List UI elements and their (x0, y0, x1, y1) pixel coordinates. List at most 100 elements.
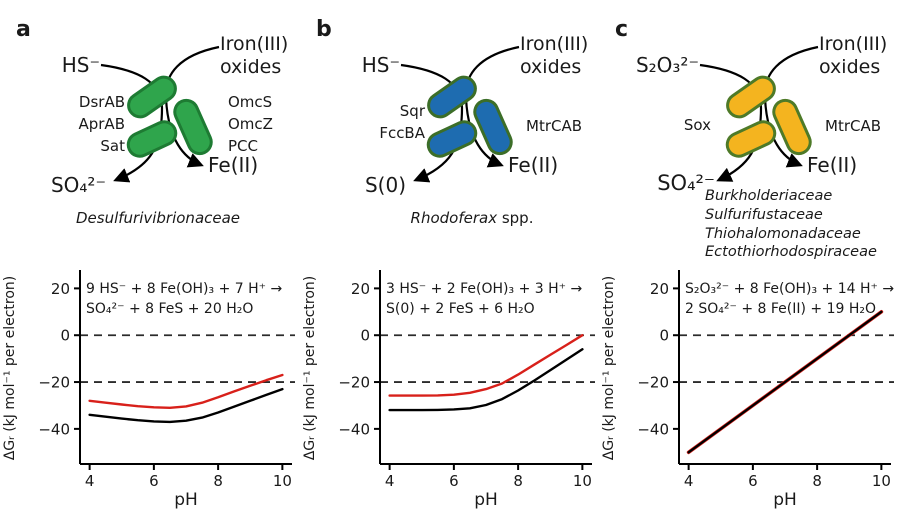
chart-c: 20 0 −20 −40 4 6 8 10 pH ΔGᵣ (kJ mol⁻¹ per electr… (599, 258, 898, 516)
product-iron-label: Fe(II) (807, 153, 857, 177)
bacterium-cell (725, 120, 777, 158)
cytochrome-label: PCC (228, 137, 258, 155)
y-axis-label: ΔGᵣ (kJ mol⁻¹ per electron) (2, 276, 18, 461)
y-tick-label: 20 (351, 280, 370, 298)
cytochrome-label: MtrCAB (825, 117, 881, 135)
y-tick-label: −20 (338, 374, 370, 392)
taxon-name: Desulfurivibrionaceae (76, 209, 240, 227)
substrate-label: S₂O₃²⁻ (636, 53, 699, 77)
bacterium-cell (173, 98, 213, 156)
thermodynamics-plot: 20 0 −20 −40 4 6 8 10 pH ΔGᵣ (kJ mol⁻¹ per electr… (601, 270, 894, 510)
enzyme-label: Sat (100, 137, 125, 155)
x-tick-label: 4 (385, 472, 395, 490)
y-tick-label: 0 (360, 327, 370, 345)
series-biotic-line (88, 387, 284, 424)
x-tick-label: 8 (812, 472, 822, 490)
iron-oxides-label: oxides (220, 56, 281, 78)
taxon-name: Rhodoferax spp. (411, 209, 534, 227)
product-sulfur-label: SO₄²⁻ (51, 173, 106, 197)
iron-oxides-label: oxides (520, 56, 581, 78)
panel-letter: c (615, 17, 628, 42)
y-tick-label: −40 (637, 420, 669, 438)
bacterium-cell (473, 98, 513, 156)
chart-a: 20 0 −20 −40 4 6 8 10 pH ΔGᵣ (kJ mol⁻¹ per electr… (0, 258, 299, 516)
bacterium-cell (426, 120, 478, 158)
series-biotic-line (388, 348, 584, 412)
reaction-equation: 3 HS⁻ + 2 Fe(OH)₃ + 3 H⁺ → (386, 281, 582, 297)
y-tick-label: 20 (650, 280, 669, 298)
y-tick-label: 0 (659, 327, 669, 345)
substrate-label: HS⁻ (62, 53, 100, 77)
taxon-name: Sulfurifustaceae (705, 207, 823, 223)
panel-a: a HS⁻ Iron(III) oxides DsrAB AprAB Sat O… (0, 0, 299, 516)
x-tick-label: 10 (573, 472, 592, 490)
x-axis-label: pH (773, 490, 797, 510)
y-tick-label: 20 (51, 280, 70, 298)
series-abiotic-line (388, 334, 584, 397)
panel-letter: b (316, 17, 332, 42)
cytochrome-label: MtrCAB (526, 117, 582, 135)
reaction-equation: 2 SO₄²⁻ + 8 Fe(II) + 19 H₂O (685, 301, 876, 317)
x-tick-label: 8 (213, 472, 223, 490)
taxon-name: Thiohalomonadaceae (705, 226, 861, 242)
enzyme-label: Sox (684, 116, 711, 134)
taxon-name: Ectothiorhodospiraceae (705, 244, 877, 260)
series-abiotic-line (88, 373, 284, 409)
chart-b: 20 0 −20 −40 4 6 8 10 pH ΔGᵣ (kJ mol⁻¹ per electr… (300, 258, 599, 516)
series-biotic-line (687, 310, 883, 454)
enzyme-label: FccBA (379, 124, 425, 142)
enzyme-label: Sqr (400, 102, 426, 120)
cell-diagram-c: c S₂O₃²⁻ Iron(III) oxides Sox MtrCAB SO₄… (615, 17, 887, 260)
iron-oxides-label: Iron(III) (819, 33, 887, 55)
cell-diagram-b: b HS⁻ Iron(III) oxides Sqr FccBA MtrCAB … (316, 17, 588, 227)
panel-c: c S₂O₃²⁻ Iron(III) oxides Sox MtrCAB SO₄… (599, 0, 898, 516)
substrate-label: HS⁻ (362, 53, 400, 77)
x-tick-label: 8 (513, 472, 523, 490)
y-tick-label: −40 (338, 420, 370, 438)
panel-b: b HS⁻ Iron(III) oxides Sqr FccBA MtrCAB … (300, 0, 599, 516)
product-iron-label: Fe(II) (508, 153, 558, 177)
y-tick-label: −40 (38, 420, 70, 438)
reaction-equation: 9 HS⁻ + 8 Fe(OH)₃ + 7 H⁺ → (86, 281, 282, 297)
iron-oxides-label: Iron(III) (220, 33, 288, 55)
x-axis-label: pH (474, 490, 498, 510)
enzyme-label: AprAB (78, 115, 125, 133)
y-axis-label: ΔGᵣ (kJ mol⁻¹ per electron) (601, 276, 617, 461)
bacterium-cell (127, 75, 177, 119)
iron-oxides-label: oxides (819, 56, 880, 78)
x-tick-label: 10 (872, 472, 891, 490)
y-tick-label: 0 (60, 327, 70, 345)
x-tick-label: 4 (85, 472, 95, 490)
taxon-name: Burkholderiaceae (705, 188, 832, 204)
product-sulfur-label: SO₄²⁻ (657, 171, 715, 195)
reaction-equation: S₂O₃²⁻ + 8 Fe(OH)₃ + 14 H⁺ → (685, 281, 894, 297)
bacterium-cell (772, 98, 812, 156)
bacterium-cell (726, 75, 776, 119)
reaction-equation: SO₄²⁻ + 8 FeS + 20 H₂O (86, 301, 253, 317)
cytochrome-label: OmcS (228, 93, 272, 111)
bacterium-cell (427, 75, 477, 119)
substrate-to-product-arrow (400, 63, 464, 183)
substrate-to-product-arrow (100, 63, 164, 183)
y-tick-label: −20 (38, 374, 70, 392)
cytochrome-label: OmcZ (228, 115, 273, 133)
bacterium-cell (126, 120, 178, 158)
x-axis-label: pH (174, 490, 198, 510)
x-tick-label: 4 (684, 472, 694, 490)
x-tick-label: 10 (273, 472, 292, 490)
product-sulfur-label: S(0) (365, 173, 406, 197)
panel-letter: a (16, 17, 31, 42)
x-tick-label: 6 (449, 472, 459, 490)
substrate-to-product-arrow (699, 63, 763, 182)
cell-diagram-a: a HS⁻ Iron(III) oxides DsrAB AprAB Sat O… (16, 17, 288, 227)
x-tick-label: 6 (149, 472, 159, 490)
thermodynamics-plot: 20 0 −20 −40 4 6 8 10 pH ΔGᵣ (kJ mol⁻¹ per electr… (2, 270, 295, 510)
y-tick-label: −20 (637, 374, 669, 392)
product-iron-label: Fe(II) (208, 153, 258, 177)
thermodynamics-plot: 20 0 −20 −40 4 6 8 10 pH ΔGᵣ (kJ mol⁻¹ per electr… (302, 270, 595, 510)
x-tick-label: 6 (748, 472, 758, 490)
y-axis-label: ΔGᵣ (kJ mol⁻¹ per electron) (302, 276, 318, 461)
enzyme-label: DsrAB (79, 93, 125, 111)
iron-oxides-label: Iron(III) (520, 33, 588, 55)
